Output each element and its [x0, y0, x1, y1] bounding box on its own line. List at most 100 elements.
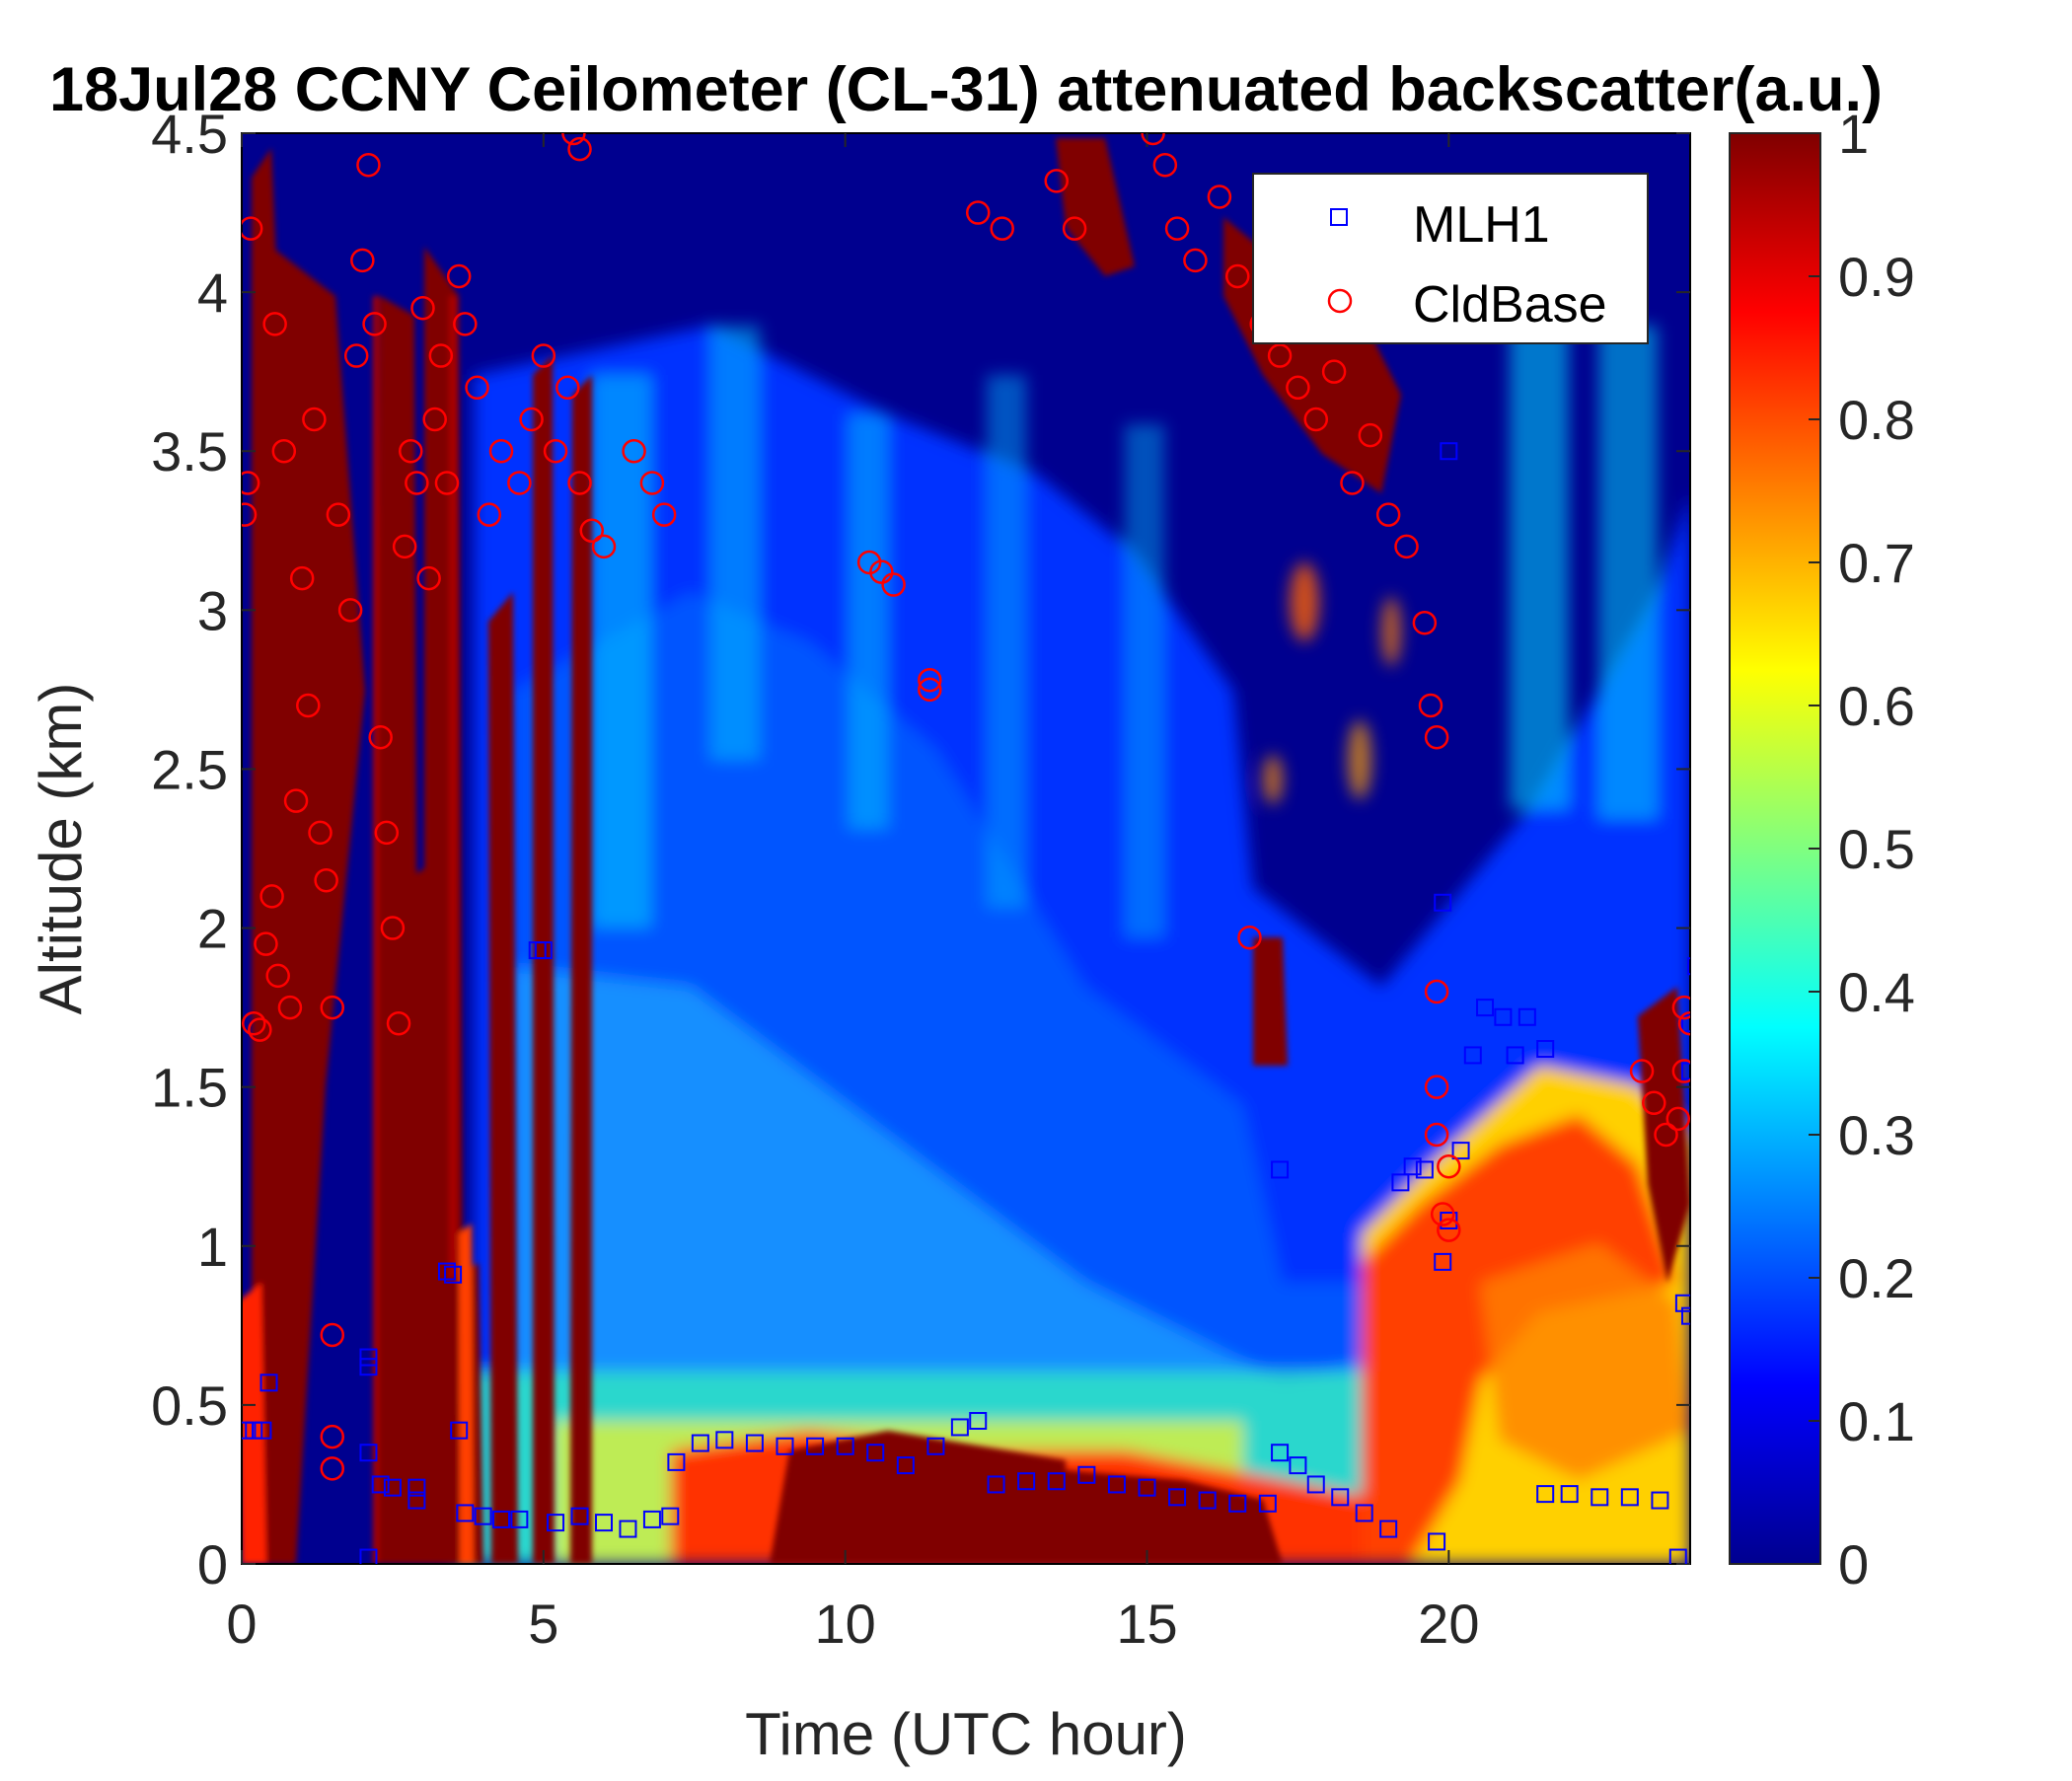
- cldbase-point: [1267, 343, 1293, 368]
- mlh1-point: [715, 1431, 734, 1449]
- mlh1-point: [359, 1358, 378, 1376]
- mlh1-point: [1415, 1160, 1434, 1179]
- cldbase-point: [1437, 1218, 1461, 1242]
- mlh1-point: [1434, 893, 1452, 912]
- cldbase-point: [380, 916, 406, 940]
- x-axis-label: Time (UTC hour): [745, 1701, 1187, 1767]
- series-mlh1: [242, 442, 1690, 1564]
- cldbase-point: [1629, 1059, 1655, 1083]
- mlh1-point: [444, 1265, 463, 1284]
- mlh1-point: [1681, 1062, 1690, 1080]
- y-tick-label: 4: [197, 261, 228, 324]
- mlh1-point: [1536, 1040, 1555, 1058]
- mlh1-point: [950, 1418, 969, 1437]
- cldbase-point: [507, 471, 532, 495]
- cldbase-point: [918, 677, 942, 703]
- cldbase-point: [350, 248, 375, 273]
- cldbase-point: [314, 867, 338, 893]
- mlh1-point: [242, 1421, 255, 1440]
- cldbase-point: [320, 1322, 344, 1348]
- series-cldbase: [242, 133, 1690, 1481]
- legend-label-cldbase: CldBase: [1413, 276, 1607, 334]
- cldbase-point: [271, 438, 297, 464]
- mlh1-point: [547, 1514, 565, 1532]
- mlh1-point: [745, 1434, 764, 1452]
- cldbase-point: [254, 931, 278, 956]
- mlh1-point: [1506, 1046, 1524, 1065]
- mlh1-point: [1451, 1142, 1470, 1160]
- cldbase-point: [1207, 185, 1232, 209]
- cldbase-point: [302, 407, 327, 432]
- cldbase-point: [422, 407, 447, 432]
- mlh1-point: [1271, 1160, 1290, 1179]
- mlh1-point: [259, 1373, 278, 1392]
- mlh1-point: [570, 1507, 589, 1525]
- y-tick-label: 1: [197, 1216, 228, 1278]
- cldbase-point: [242, 471, 260, 495]
- cldbase-point: [434, 471, 460, 495]
- cldbase-point: [881, 572, 906, 597]
- cldbase-point: [1412, 610, 1438, 635]
- cldbase-point: [416, 565, 441, 591]
- cldbase-point: [1424, 1122, 1449, 1148]
- mlh1-point: [359, 1444, 378, 1462]
- heatmap-field: [242, 133, 1690, 1564]
- cldbase-point: [242, 216, 263, 241]
- cldbase-point: [308, 820, 333, 846]
- cldbase-point: [465, 375, 489, 401]
- cldbase-point: [1671, 1059, 1690, 1083]
- cldbase-point: [337, 598, 363, 623]
- mlh1-point: [1463, 1046, 1482, 1065]
- mlh1-point: [987, 1475, 1005, 1494]
- colorbar-tick-label: 0.8: [1838, 389, 1915, 451]
- cldbase-point: [567, 471, 592, 495]
- cldbase-point: [1418, 693, 1443, 718]
- chart-title: 18Jul28 CCNY Ceilometer (CL-31) attenuat…: [49, 55, 1883, 124]
- cldbase-point: [1286, 375, 1310, 401]
- cldbase-point: [392, 534, 417, 559]
- mlh1-point: [776, 1437, 794, 1455]
- mlh1-point: [926, 1437, 945, 1455]
- mlh1-point: [1440, 442, 1458, 461]
- cldbase-point: [242, 502, 258, 527]
- cldbase-point: [579, 518, 605, 544]
- mlh1-point: [1228, 1494, 1247, 1513]
- mlh1-point: [492, 1510, 511, 1528]
- cldbase-point: [1654, 1122, 1678, 1148]
- x-tick-label: 20: [1418, 1593, 1479, 1655]
- cldbase-point: [277, 995, 303, 1020]
- cldbase-point: [1671, 995, 1690, 1020]
- mlh1-point: [437, 1262, 456, 1281]
- mlh1-point: [1168, 1488, 1187, 1507]
- mlh1-point: [1440, 1212, 1458, 1229]
- legend-marker-mlh1: [1330, 208, 1348, 226]
- colorbar: [1729, 132, 1821, 1565]
- mlh1-point: [969, 1412, 988, 1430]
- cldbase-point: [1237, 925, 1262, 950]
- cldbase-point: [428, 343, 454, 368]
- mlh1-point: [1379, 1520, 1398, 1538]
- colorbar-tick-label: 0.4: [1838, 961, 1915, 1023]
- cldbase-point: [283, 788, 309, 813]
- mlh1-point: [1198, 1491, 1217, 1510]
- mlh1-point: [619, 1520, 637, 1538]
- mlh1-point: [1077, 1465, 1096, 1484]
- mlh1-point: [510, 1510, 529, 1528]
- cldbase-point: [320, 995, 344, 1020]
- x-axis: 0 5 10 15 20: [226, 133, 1479, 1655]
- y-tick-label: 0: [197, 1533, 228, 1595]
- colorbar-tick-label: 0: [1838, 1533, 1869, 1595]
- x-tick-label: 0: [226, 1593, 257, 1655]
- mlh1-point: [1306, 1475, 1325, 1494]
- y-tick-label: 1.5: [151, 1057, 228, 1119]
- cldbase-point: [639, 471, 665, 495]
- mlh1-point: [1391, 1173, 1410, 1192]
- mlh1-point: [667, 1452, 686, 1471]
- x-tick-label: 10: [815, 1593, 876, 1655]
- mlh1-point: [1494, 1007, 1513, 1026]
- mlh1-point: [691, 1434, 709, 1452]
- mlh1-point: [1107, 1475, 1126, 1494]
- cldbase-point: [1152, 152, 1178, 178]
- legend-label-mlh1: MLH1: [1413, 196, 1550, 254]
